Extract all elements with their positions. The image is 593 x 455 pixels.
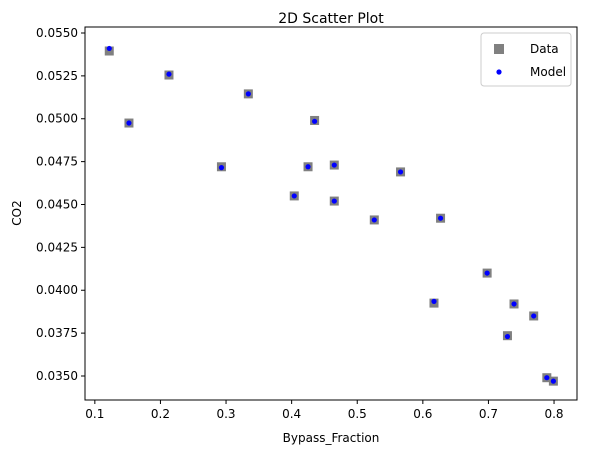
model-point-circle xyxy=(431,298,437,304)
x-tick-label: 0.4 xyxy=(282,407,301,421)
model-point-circle xyxy=(511,301,517,307)
x-tick-label: 0.7 xyxy=(479,407,498,421)
series-model xyxy=(106,45,556,384)
chart-title: 2D Scatter Plot xyxy=(278,11,384,27)
x-axis: 0.1 0.2 0.3 0.4 0.5 0.6 0.7 0.8 xyxy=(85,400,564,421)
y-tick-label: 0.0475 xyxy=(36,155,78,169)
y-tick-label: 0.0350 xyxy=(36,369,78,383)
y-tick-label: 0.0425 xyxy=(36,240,78,254)
model-point-circle xyxy=(291,193,297,199)
model-point-circle xyxy=(371,217,377,223)
model-point-circle xyxy=(331,162,337,168)
x-tick-label: 0.2 xyxy=(151,407,170,421)
y-axis: 0.0350 0.0375 0.0400 0.0425 0.0450 0.0475 0.05… xyxy=(36,26,85,383)
model-point-circle xyxy=(531,313,537,319)
legend: Data Model xyxy=(480,32,572,87)
x-tick-label: 0.1 xyxy=(85,407,104,421)
y-tick-label: 0.0550 xyxy=(36,26,78,40)
y-tick-label: 0.0375 xyxy=(36,326,78,340)
model-point-circle xyxy=(544,375,550,381)
legend-label: Data xyxy=(530,42,559,56)
legend-marker-square xyxy=(494,44,504,54)
y-tick-label: 0.0500 xyxy=(36,112,78,126)
model-point-circle xyxy=(218,165,225,171)
model-point-circle xyxy=(106,45,112,52)
plot-frame xyxy=(84,26,578,401)
x-tick-label: 0.6 xyxy=(413,407,432,421)
data-points xyxy=(104,45,558,386)
y-tick-label: 0.0450 xyxy=(36,197,78,211)
model-point-circle xyxy=(397,169,404,175)
model-point-circle xyxy=(437,215,444,221)
y-tick-label: 0.0400 xyxy=(36,283,78,297)
model-point-circle xyxy=(312,118,318,124)
model-point-circle xyxy=(331,198,337,204)
x-tick-label: 0.8 xyxy=(544,407,563,421)
model-point-circle xyxy=(550,378,556,384)
plot-area: 0.1 0.2 0.3 0.4 0.5 0.6 0.7 0.8 0.03500.03750.0… xyxy=(36,26,578,421)
legend-label: Model xyxy=(530,65,566,79)
x-tick-label: 0.3 xyxy=(216,407,235,421)
model-point-circle xyxy=(504,333,511,340)
model-point-circle xyxy=(245,91,251,97)
model-point-circle xyxy=(484,270,490,276)
legend-marker-circle xyxy=(496,69,502,75)
x-tick-label: 0.5 xyxy=(348,407,367,421)
x-axis-label: Bypass_Fraction xyxy=(283,431,380,445)
model-point-circle xyxy=(166,71,172,77)
model-point-circle xyxy=(126,120,132,126)
model-point-circle xyxy=(305,164,311,170)
y-axis-label: CO2 xyxy=(10,200,24,225)
y-tick-label: 0.0525 xyxy=(36,69,78,83)
